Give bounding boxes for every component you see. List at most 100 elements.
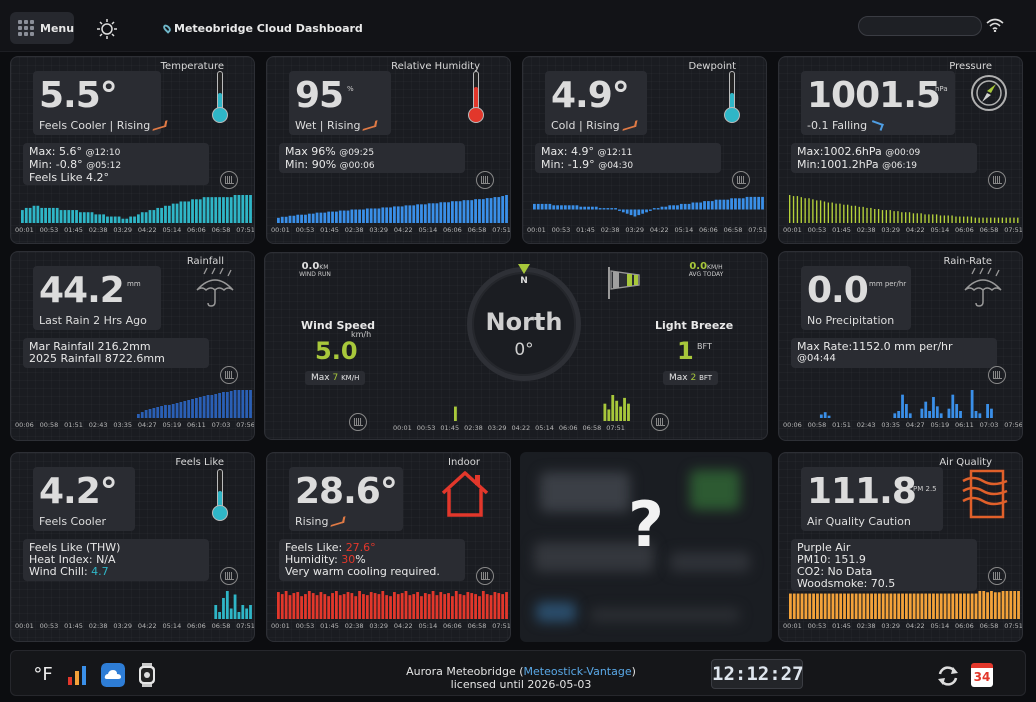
chart-bar xyxy=(354,596,358,619)
chart-bar xyxy=(567,205,571,210)
rainfall-unit: mm xyxy=(127,280,141,288)
chart-bar xyxy=(951,593,955,619)
chart-bar xyxy=(296,214,300,223)
calendar-icon[interactable]: 34 xyxy=(971,663,993,687)
station-link[interactable]: Meteostick-Vantage xyxy=(523,665,632,678)
dewpoint-status: Cold | Rising xyxy=(551,119,638,132)
watch-icon[interactable] xyxy=(135,663,159,687)
history-icon[interactable] xyxy=(220,567,238,585)
status-bar[interactable] xyxy=(858,16,982,36)
history-icon[interactable] xyxy=(988,567,1006,585)
chart-bar xyxy=(533,203,536,210)
card-title: Dewpoint xyxy=(688,61,736,72)
theme-toggle-icon[interactable] xyxy=(96,18,118,40)
chart-bar xyxy=(420,204,423,223)
airquality-card[interactable]: Air Quality 111.8 PM 2.5 Air Quality Cau… xyxy=(778,452,1023,642)
chart-bar xyxy=(152,408,156,418)
chart-bar xyxy=(947,215,949,223)
history-icon[interactable] xyxy=(220,171,238,189)
chart-bar xyxy=(955,593,959,619)
min-time: @00:06 xyxy=(339,161,375,171)
x-tick-label: 00:01 xyxy=(15,622,34,630)
min-value: Min: 90% xyxy=(285,158,337,171)
chart-bar xyxy=(237,390,241,418)
x-tick-label: 01:45 xyxy=(576,226,595,234)
menu-button[interactable]: Menu xyxy=(10,12,74,44)
chart-bar xyxy=(389,207,392,223)
wind-card[interactable]: 0.0KM WIND RUN Wind Speed km/h 5.0 Max 7 … xyxy=(264,252,768,440)
chart-bar xyxy=(288,215,292,223)
indoor-card[interactable]: Indoor 28.6° Rising Feels Like: 27.6° Hu… xyxy=(266,452,511,642)
chart-bar xyxy=(408,595,412,619)
chart-bar xyxy=(932,397,935,418)
chart-bars-icon[interactable] xyxy=(65,663,89,687)
chart-bar xyxy=(439,592,443,619)
chart-bar xyxy=(920,408,924,418)
chart-bar xyxy=(908,413,912,418)
chart-bar xyxy=(695,202,699,210)
x-tick-label: 00:06 xyxy=(15,421,34,429)
history-icon[interactable] xyxy=(349,413,367,431)
chart-bar xyxy=(404,591,408,619)
chart-bar xyxy=(808,198,810,223)
chart-bar xyxy=(812,593,815,619)
chart-bar xyxy=(893,593,897,619)
temperature-status: Feels Cooler | Rising xyxy=(39,119,168,132)
history-icon[interactable] xyxy=(476,567,494,585)
chart-bar xyxy=(106,216,109,223)
chart-bar xyxy=(350,209,354,223)
chart-bar xyxy=(225,197,229,223)
chart-bar xyxy=(986,404,989,418)
feelslike-card[interactable]: Feels Like 4.2° Feels Cooler Feels Like … xyxy=(10,452,255,642)
history-icon[interactable] xyxy=(988,366,1006,384)
chart-bar xyxy=(959,593,962,619)
chart-bar xyxy=(160,207,163,223)
chart-bar xyxy=(485,198,489,223)
chart-bar xyxy=(870,593,873,619)
rainfall-card[interactable]: Rainfall 44.2 mm Last Rain 2 Hrs Ago Mar… xyxy=(10,251,255,441)
chart-bar xyxy=(649,209,652,211)
x-tick-label: 05:14 xyxy=(674,226,694,234)
dewpoint-card[interactable]: Dewpoint 4.9° Cold | Rising Max: 4.9° @1… xyxy=(522,56,767,244)
history-icon[interactable] xyxy=(220,366,238,384)
history-icon[interactable] xyxy=(476,171,494,189)
chart-bar xyxy=(21,210,24,223)
max-value: Max: 5.6° xyxy=(29,145,82,158)
rainfall-status: Last Rain 2 Hrs Ago xyxy=(39,314,147,327)
pm10-value: PM10: 151.9 xyxy=(797,553,866,566)
min-value: Min: -1.9° xyxy=(541,158,595,171)
thermometer-icon xyxy=(211,71,229,125)
chart-bar xyxy=(858,593,862,619)
history-icon[interactable] xyxy=(651,413,669,431)
x-tick-label: 00:53 xyxy=(807,226,827,234)
unit-toggle-button[interactable]: °F xyxy=(33,664,53,685)
chart-bar xyxy=(571,205,575,210)
chart-bar xyxy=(307,213,311,223)
history-icon[interactable] xyxy=(732,171,750,189)
chart-bar xyxy=(156,407,160,418)
chart-bar xyxy=(474,199,477,223)
rainrate-card[interactable]: Rain-Rate 0.0 mm per/hr No Precipitation… xyxy=(778,251,1023,441)
x-tick-label: 03:29 xyxy=(369,622,389,630)
beaufort-max: Max 2 BFT xyxy=(663,371,719,385)
refresh-icon[interactable] xyxy=(937,665,959,687)
unavailable-card[interactable]: ? xyxy=(520,452,772,642)
x-tick-label: 03:35 xyxy=(881,421,901,429)
pressure-card[interactable]: Pressure 1001.5 hPa -0.1 Falling Max:100… xyxy=(778,56,1023,244)
chart-bar xyxy=(48,207,51,223)
temperature-card[interactable]: Temperature 5.5° Feels Cooler | Rising M… xyxy=(10,56,255,244)
chart-bar xyxy=(140,212,144,223)
humidity-unit: % xyxy=(347,85,354,93)
cloud-icon[interactable] xyxy=(101,663,125,687)
chart-bar xyxy=(59,210,63,223)
x-tick-label: 06:06 xyxy=(443,226,462,234)
chart-bar xyxy=(377,594,381,619)
history-icon[interactable] xyxy=(988,171,1006,189)
x-tick-label: 05:14 xyxy=(930,622,950,630)
x-tick-label: 02:38 xyxy=(856,226,876,234)
chart-bar xyxy=(346,210,350,223)
chart-bar xyxy=(575,205,579,210)
humidity-card[interactable]: Relative Humidity 95 % Wet | Rising Max … xyxy=(266,56,511,244)
wind-max-speed: Max 7 KM/H xyxy=(305,371,366,385)
x-tick-label: 03:29 xyxy=(369,226,389,234)
